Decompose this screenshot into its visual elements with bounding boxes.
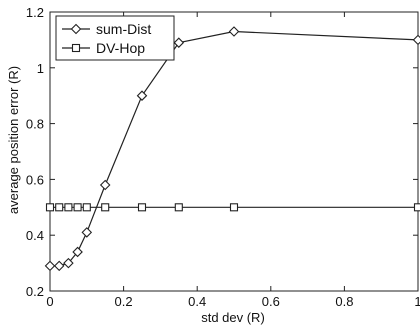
y-tick-label: 0.8 [26,117,44,132]
y-tick-label: 1.2 [26,5,44,20]
legend-marker-dv-hop [71,43,81,53]
data-point-sum-dist [81,227,93,238]
legend-item-sum-dist: sum-Dist [62,21,151,37]
x-tick-label: 0 [46,294,53,309]
series-dv-hop [45,203,420,212]
plot-frame [49,11,419,292]
series-layer [44,26,420,272]
data-point-dv-hop [413,203,420,212]
legend-box [55,15,175,61]
data-point-dv-hop [64,203,73,212]
series-line-sum-dist [50,30,419,267]
data-point-dv-hop [137,203,147,212]
data-point-sum-dist [72,246,83,258]
legend: sum-Dist DV-Hop [55,15,175,61]
y-tick-label: 0.4 [26,228,44,243]
data-point-sum-dist [44,260,56,272]
data-point-sum-dist [412,34,420,46]
x-tick-label: 0.4 [188,294,206,309]
data-point-dv-hop [55,203,64,212]
series-sum-dist [44,26,420,272]
legend-item-dv-hop: DV-Hop [62,40,145,56]
data-point-dv-hop [229,203,239,212]
data-point-dv-hop [45,203,55,212]
data-point-sum-dist [228,26,240,37]
x-tick-label: 0.2 [115,294,133,309]
data-point-dv-hop [174,203,183,212]
data-point-dv-hop [101,203,110,212]
y-tick-label: 0.2 [26,284,44,299]
plot-area [49,11,419,292]
ticks-layer: 0 0.2 0.4 0.6 0.8 10.20.40.60.811.2 [26,5,420,309]
data-point-dv-hop [82,203,91,212]
data-point-sum-dist [53,260,65,272]
data-point-dv-hop [73,203,82,212]
data-point-sum-dist [63,257,74,269]
data-point-sum-dist [173,37,185,48]
data-point-sum-dist [136,90,148,101]
x-tick-label: 0.8 [335,294,353,309]
x-axis-title: std dev (R) [201,310,265,325]
legend-label-dv-hop: DV-Hop [96,40,145,56]
y-tick-label: 1 [37,61,44,76]
x-tick-label: 1 [414,294,420,309]
x-tick-label: 0.6 [262,294,280,309]
legend-marker-sum-dist [70,23,82,35]
legend-label-sum-dist: sum-Dist [96,21,151,37]
y-axis-title: average position error (R) [6,66,21,214]
y-tick-label: 0.6 [26,172,44,187]
data-point-sum-dist [99,179,111,191]
